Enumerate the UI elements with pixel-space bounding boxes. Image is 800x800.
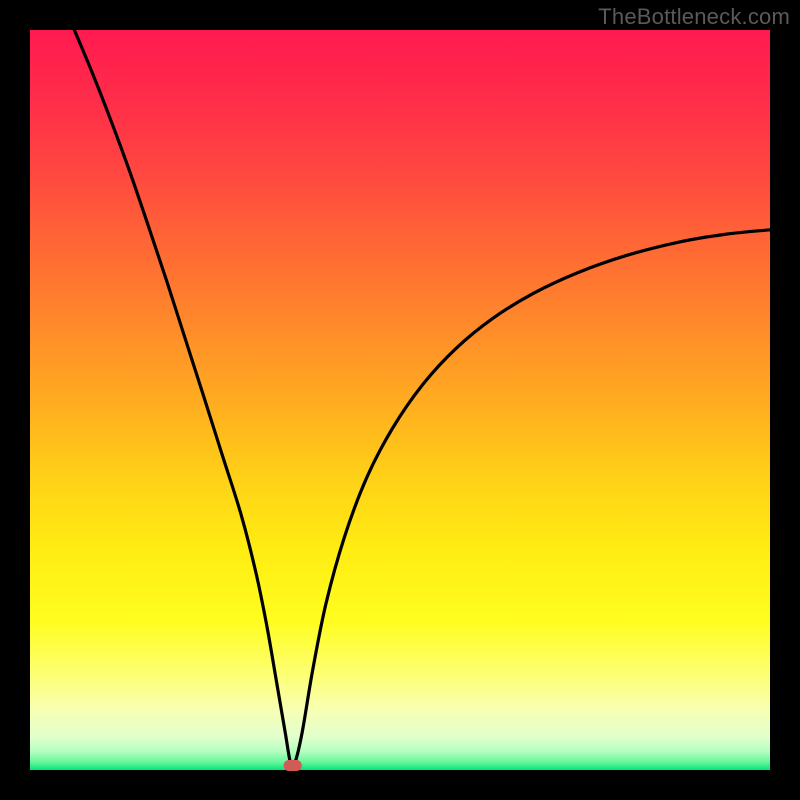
bottleneck-chart <box>0 0 800 800</box>
watermark-text: TheBottleneck.com <box>598 4 790 30</box>
min-marker <box>284 760 302 771</box>
plot-background <box>30 30 770 770</box>
